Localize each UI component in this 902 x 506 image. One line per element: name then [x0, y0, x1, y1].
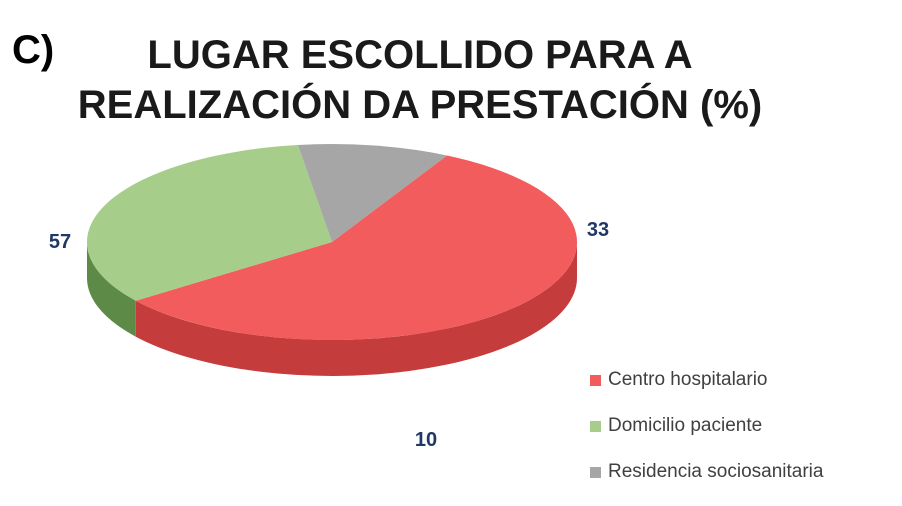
- legend-label: Residencia sociosanitaria: [608, 461, 824, 482]
- pie-sides: [87, 242, 578, 376]
- data-label-domicilio-paciente: 33: [587, 219, 609, 241]
- pie-side-centro-hospitalario: [135, 242, 578, 376]
- pie-chart: 57 33 10: [49, 144, 609, 451]
- legend: Centro hospitalario Domicilio paciente R…: [590, 368, 823, 506]
- legend-item-residencia-sociosanitaria[interactable]: Residencia sociosanitaria: [590, 460, 823, 484]
- panel-letter: C): [12, 28, 55, 72]
- pie-side-domicilio-paciente: [87, 242, 136, 337]
- data-label-residencia-sociosanitaria: 10: [415, 429, 437, 451]
- chart-title-line-2: REALIZACIÓN DA PRESTACIÓN (%): [77, 83, 763, 127]
- legend-item-domicilio-paciente[interactable]: Domicilio paciente: [590, 414, 823, 438]
- legend-swatch-centro-hospitalario: [590, 374, 601, 386]
- data-label-centro-hospitalario: 57: [49, 231, 71, 253]
- legend-item-centro-hospitalario[interactable]: Centro hospitalario: [590, 368, 823, 392]
- legend-label: Domicilio paciente: [608, 415, 763, 436]
- chart-title: LUGAR ESCOLLIDO PARA A REALIZACIÓN DA PR…: [70, 30, 770, 130]
- pie-tops: [86, 144, 577, 340]
- pie-slice-centro-hospitalario[interactable]: [135, 155, 577, 340]
- legend-swatch-residencia-sociosanitaria: [590, 466, 601, 478]
- legend-swatch-domicilio-paciente: [590, 420, 601, 432]
- chart-title-line-1: LUGAR ESCOLLIDO PARA A: [147, 33, 693, 77]
- pie-slice-residencia-sociosanitaria[interactable]: [297, 144, 448, 242]
- pie-slice-domicilio-paciente[interactable]: [86, 144, 332, 301]
- legend-label: Centro hospitalario: [608, 369, 768, 390]
- pie-labels: 57 33 10: [49, 219, 609, 451]
